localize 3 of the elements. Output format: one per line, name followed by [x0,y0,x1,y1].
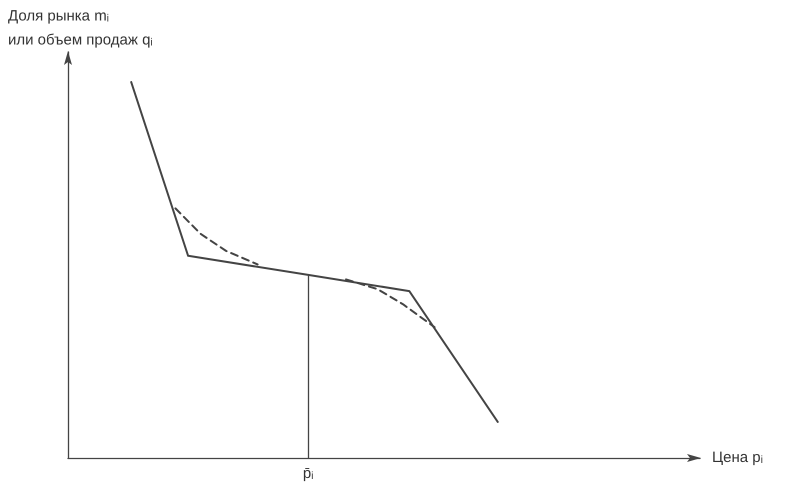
text: p̄ᵢ [302,465,314,482]
y-axis-title: Доля рынка mᵢ или объем продаж qᵢ [8,8,153,48]
x-axis-title: Цена pᵢ [712,449,763,466]
